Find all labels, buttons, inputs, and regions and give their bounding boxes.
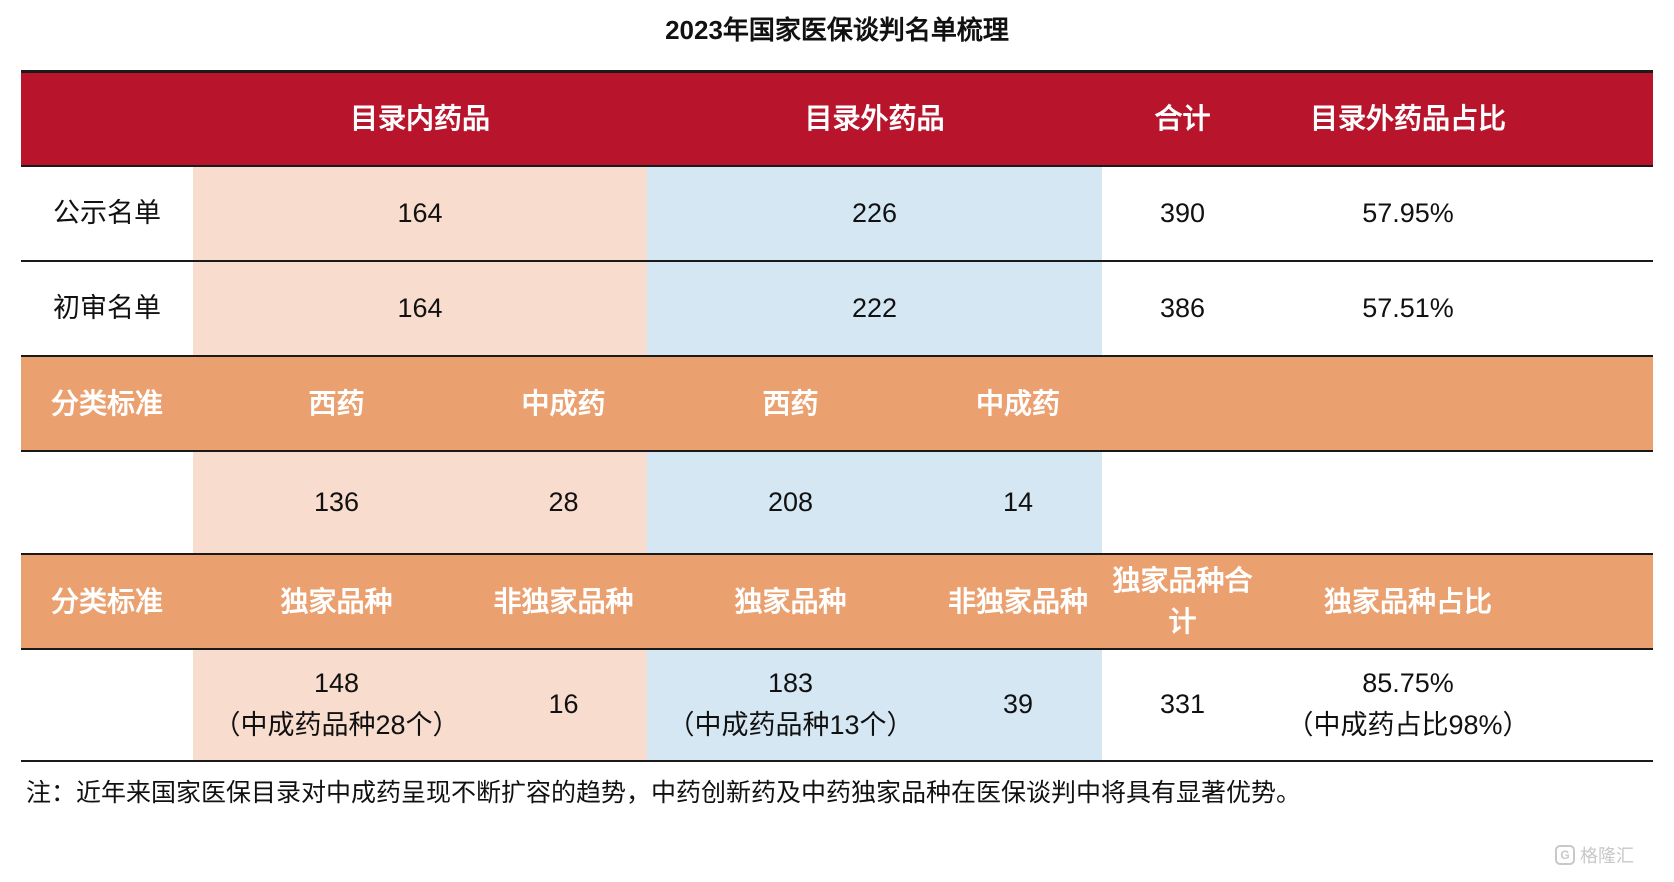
exclusive-label: 分类标准 [50, 585, 163, 617]
out-catalog-bg [647, 452, 1102, 553]
header-out-ratio: 目录外药品占比 [1309, 103, 1506, 135]
in-catalog-value: 164 [397, 292, 443, 323]
out-catalog-value: 226 [851, 197, 898, 228]
out-nonexclusive-value: 39 [1002, 689, 1034, 720]
category-in-western: 西药 [308, 387, 365, 419]
header-in-catalog: 目录内药品 [349, 103, 490, 135]
category-header-row: 分类标准 西药 中成药 西药 中成药 [21, 357, 1653, 452]
table-row: 148 （中成药品种28个） 16 183 （中成药品种13个） 39 331 … [21, 650, 1653, 762]
out-catalog-bg [647, 262, 1102, 355]
exclusive-total-header: 独家品种合 计 [1102, 555, 1263, 648]
exclusive-ratio-header: 独家品种占比 [1323, 585, 1492, 617]
in-catalog-bg [193, 167, 647, 260]
ratio-value: 57.51% [1362, 292, 1454, 323]
total-value: 390 [1159, 197, 1206, 228]
in-catalog-value: 164 [397, 197, 443, 228]
table-header-row: 目录内药品 目录外药品 合计 目录外药品占比 [21, 70, 1653, 167]
in-catalog-bg [193, 452, 647, 553]
exclusive-total-header-line2: 计 [1168, 605, 1197, 637]
category-label: 分类标准 [50, 387, 163, 419]
in-exclusive-note: （中成药品种28个） [213, 710, 460, 740]
in-exclusive-count: 148 [313, 668, 360, 699]
out-catalog-bg [647, 167, 1102, 260]
out-tcm-value: 14 [1002, 486, 1034, 517]
table-row: 初审名单 164 222 386 57.51% [21, 262, 1653, 357]
category-out-tcm: 中成药 [975, 387, 1060, 419]
in-catalog-bg [193, 262, 647, 355]
category-in-tcm: 中成药 [521, 387, 606, 419]
exclusive-ratio-number: 85.75% [1362, 668, 1454, 699]
total-value: 386 [1159, 292, 1206, 323]
header-out-catalog: 目录外药品 [804, 103, 945, 135]
out-catalog-value: 222 [851, 292, 898, 323]
out-exclusive-value: 183 （中成药品种13个） [647, 650, 934, 760]
footnote: 注：近年来国家医保目录对中成药呈现不断扩容的趋势，中药创新药及中药独家品种在医保… [26, 779, 1302, 807]
table-row: 公示名单 164 226 390 57.95% [21, 167, 1653, 262]
exclusive-header-row: 分类标准 独家品种 非独家品种 独家品种 非独家品种 独家品种合 计 独家品种占… [21, 555, 1653, 650]
in-nonexclusive-value: 16 [548, 689, 579, 720]
exclusive-out-exclusive: 独家品种 [734, 585, 847, 617]
exclusive-total-value: 331 [1159, 689, 1206, 720]
out-exclusive-note: （中成药品种13个） [667, 710, 914, 740]
category-out-western: 西药 [762, 387, 819, 419]
in-western-value: 136 [313, 486, 360, 517]
header-empty-cell [21, 73, 193, 165]
watermark-text: 格隆汇 [1580, 846, 1634, 866]
row-label: 公示名单 [53, 197, 161, 228]
header-total: 合计 [1154, 103, 1211, 135]
exclusive-in-nonexclusive: 非独家品种 [493, 585, 634, 617]
watermark: G 格隆汇 [1555, 842, 1634, 868]
exclusive-in-exclusive: 独家品种 [280, 585, 393, 617]
out-western-value: 208 [767, 486, 814, 517]
in-catalog-bg [193, 650, 647, 760]
out-catalog-bg [647, 650, 1102, 760]
in-exclusive-value: 148 （中成药品种28个） [193, 650, 480, 760]
exclusive-ratio-note: （中成药占比98%） [1286, 710, 1530, 740]
table-row: 136 28 208 14 [21, 452, 1653, 555]
row-label: 初审名单 [53, 292, 161, 323]
exclusive-ratio-value: 85.75% （中成药占比98%） [1263, 650, 1553, 760]
ratio-value: 57.95% [1362, 197, 1454, 228]
exclusive-total-header-line1: 独家品种合 [1112, 564, 1253, 596]
gelonghui-logo-icon: G [1555, 845, 1575, 865]
out-exclusive-count: 183 [767, 668, 814, 699]
in-tcm-value: 28 [548, 486, 579, 517]
page-title: 2023年国家医保谈判名单梳理 [665, 15, 1009, 45]
exclusive-out-nonexclusive: 非独家品种 [947, 585, 1088, 617]
negotiation-table: 目录内药品 目录外药品 合计 目录外药品占比 公示名单 164 226 390 … [21, 70, 1653, 762]
